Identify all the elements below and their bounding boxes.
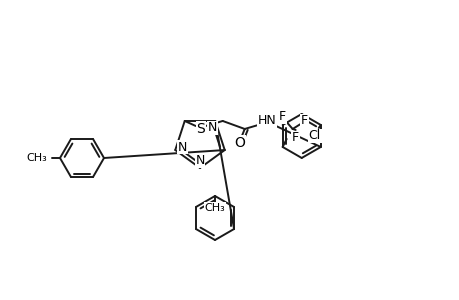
Text: F: F: [291, 131, 298, 145]
Text: N: N: [177, 140, 186, 154]
Text: Cl: Cl: [308, 130, 320, 142]
Text: HN: HN: [257, 115, 275, 128]
Text: O: O: [234, 136, 245, 150]
Text: N: N: [207, 122, 217, 134]
Text: F: F: [279, 110, 285, 124]
Text: CH₃: CH₃: [204, 203, 225, 213]
Text: F: F: [301, 115, 308, 128]
Text: CH₃: CH₃: [26, 153, 47, 163]
Text: N: N: [195, 154, 204, 167]
Text: S: S: [196, 122, 205, 136]
